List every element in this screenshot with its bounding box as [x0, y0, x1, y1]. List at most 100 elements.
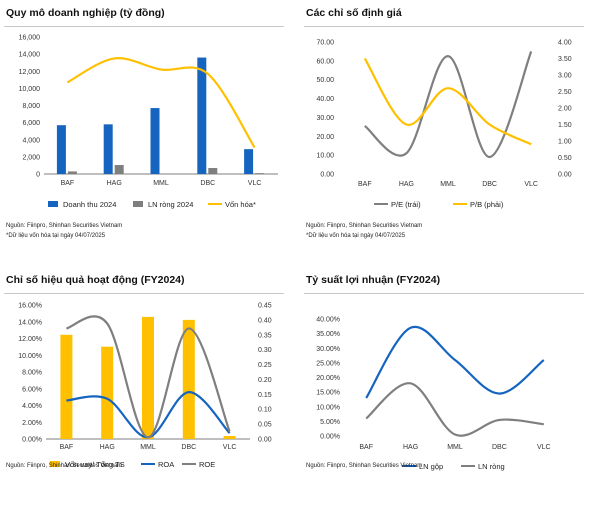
y2-tick-label: 0.00 [558, 172, 572, 179]
x-tick-label: BAF [359, 444, 373, 451]
legend-label: P/B (phải) [470, 200, 504, 209]
y-tick-label: 12.00% [18, 336, 42, 343]
chart-title: Chỉ số hiệu quả hoạt động (FY2024) [6, 274, 185, 286]
series-line [66, 315, 231, 439]
chart-profit-margin: 0.00% 5.00% 10.00% 15.00% 20.00% 25.00% 30.00%… [316, 317, 550, 472]
y-tick-label: 70.00 [316, 40, 334, 47]
x-tick-label: DBC [181, 444, 196, 451]
y-tick-label: 30.00 [316, 115, 334, 122]
y2-tick-label: 0.15 [258, 392, 272, 399]
source-note: Nguồn: Fiinpro, Shinhan Securities Vietn… [6, 463, 123, 469]
x-tick-label: MML [447, 444, 463, 451]
y-tick-label: 10.00% [316, 404, 340, 411]
legend-swatch [50, 461, 60, 467]
y-tick-label: 6,000 [22, 120, 40, 127]
y2-tick-label: 0.35 [258, 332, 272, 339]
bar [197, 57, 207, 174]
y2-tick-label: 0.40 [258, 317, 272, 324]
y-tick-label: 0.00% [320, 434, 340, 441]
legend-label: P/E (trái) [391, 200, 421, 209]
y2-tick-label: 1.00 [558, 139, 572, 146]
panel-business-scale: Quy mô doanh nghiệp (tỷ đồng) 0 2,000 4,00… [4, 4, 290, 244]
y2-tick-label: 2.00 [558, 106, 572, 113]
legend-label: Vốn vay/ Tổng TS [65, 460, 125, 469]
bar [56, 125, 66, 174]
y-tick-label: 12,000 [19, 69, 41, 76]
y2-tick-label: 0.05 [258, 422, 272, 429]
panel-valuation: Các chỉ số định giá 0.00 10.00 20.00 30.00 4… [304, 4, 590, 244]
y-tick-label: 10.00 [316, 153, 334, 160]
chart-valuation: 0.00 10.00 20.00 30.00 40.00 50.00 60.00 70.00 0… [316, 40, 572, 210]
legend-label: LN gộp [419, 462, 443, 471]
x-tick-label: HAG [107, 180, 122, 187]
y-tick-label: 14,000 [19, 52, 41, 59]
x-tick-label: HAG [100, 444, 115, 451]
panel-efficiency: Chỉ số hiệu quả hoạt động (FY2024) 0.00%… [4, 271, 290, 511]
y-tick-label: 4,000 [22, 137, 40, 144]
bar [101, 346, 114, 439]
x-tick-label: DBC [200, 180, 215, 187]
y-tick-label: 0.00% [22, 437, 42, 444]
x-tick-label: DBC [482, 181, 497, 188]
y-tick-label: 16,000 [19, 35, 41, 42]
source-note: Nguồn: Fiinpro, Shinhan Securities Vietn… [6, 223, 123, 229]
series-line [365, 382, 544, 437]
panel-profit-margin: Tỷ suất lợi nhuận (FY2024) 0.00% 5.00% 10.… [304, 271, 590, 511]
x-tick-label: MML [153, 180, 169, 187]
chart-title: Quy mô doanh nghiệp (tỷ đồng) [6, 7, 165, 19]
y2-tick-label: 0.25 [258, 362, 272, 369]
legend-label: ROA [158, 460, 174, 469]
bar [60, 334, 73, 439]
y-tick-label: 16.00% [18, 303, 42, 310]
y2-tick-label: 3.50 [558, 56, 572, 63]
legend-label: LN ròng [478, 462, 505, 471]
y-tick-label: 15.00% [316, 390, 340, 397]
y-tick-label: 8.00% [22, 370, 42, 377]
x-tick-label: BAF [358, 181, 372, 188]
series-line [365, 325, 545, 399]
y2-tick-label: 4.00 [558, 40, 572, 47]
series-line [363, 57, 532, 146]
y-tick-label: 30.00% [316, 346, 340, 353]
legend-swatch [133, 201, 143, 207]
x-tick-label: MML [140, 444, 156, 451]
y-tick-label: 2.00% [22, 420, 42, 427]
x-tick-label: BAF [61, 180, 75, 187]
y-tick-label: 50.00 [316, 77, 334, 84]
y-tick-label: 60.00 [316, 58, 334, 65]
y2-tick-label: 3.00 [558, 73, 572, 80]
y-tick-label: 20.00% [316, 375, 340, 382]
y2-tick-label: 0.20 [258, 377, 272, 384]
chart-title: Các chỉ số định giá [306, 7, 402, 19]
y2-tick-label: 0.10 [258, 407, 272, 414]
y-tick-label: 20.00 [316, 134, 334, 141]
y2-tick-label: 2.50 [558, 89, 572, 96]
bar [244, 149, 254, 174]
bar [208, 168, 218, 174]
bar [142, 316, 154, 439]
panel-title-bar: Chỉ số hiệu quả hoạt động (FY2024) [4, 271, 284, 294]
bar [114, 165, 124, 174]
bar [150, 108, 160, 174]
bar [223, 436, 236, 439]
y-tick-label: 4.00% [22, 403, 42, 410]
y-tick-label: 0.00 [320, 172, 334, 179]
x-tick-label: VLC [248, 180, 262, 187]
legend-label: Vốn hóa* [225, 200, 256, 209]
x-tick-label: VLC [524, 181, 538, 188]
y2-tick-label: 0.45 [258, 303, 272, 310]
bar [255, 173, 265, 174]
y2-tick-label: 1.50 [558, 122, 572, 129]
panel-title-bar: Quy mô doanh nghiệp (tỷ đồng) [4, 4, 284, 27]
source-note: Nguồn: Fiinpro, Shinhan Securities Vietn… [306, 223, 423, 229]
y-tick-label: 35.00% [316, 331, 340, 338]
y-tick-label: 25.00% [316, 360, 340, 367]
series-line [66, 57, 256, 149]
panel-title-bar: Tỷ suất lợi nhuận (FY2024) [304, 271, 584, 294]
x-tick-label: HAG [403, 444, 418, 451]
y-tick-label: 8,000 [22, 103, 40, 110]
y-tick-label: 14.00% [18, 319, 42, 326]
x-tick-label: HAG [399, 181, 414, 188]
x-tick-label: VLC [223, 444, 237, 451]
bar [182, 319, 195, 439]
